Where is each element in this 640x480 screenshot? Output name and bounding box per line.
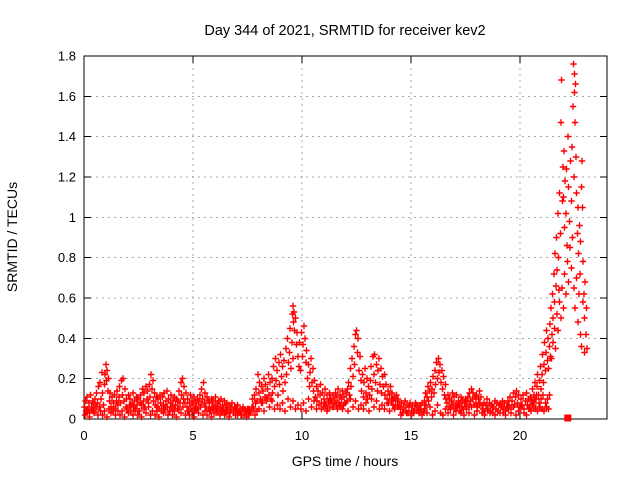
x-tick-label: 10: [295, 428, 309, 443]
y-tick-label: 1: [69, 210, 76, 225]
scatter-points-srmtid: [81, 60, 591, 421]
y-tick-label: 1.6: [58, 89, 76, 104]
y-tick-label: 0: [69, 412, 76, 427]
y-tick-label: 0.8: [58, 250, 76, 265]
y-tick-label: 1.8: [58, 49, 76, 64]
plot-border: [83, 55, 608, 420]
y-tick-label: 1.4: [58, 129, 76, 144]
x-tick-label: 0: [80, 428, 87, 443]
y-tick-label: 0.4: [58, 331, 76, 346]
y-tick-label: 0.6: [58, 291, 76, 306]
y-tick-label: 1.2: [58, 170, 76, 185]
scatter-series: [81, 60, 591, 422]
x-axis-label: GPS time / hours: [292, 453, 399, 469]
x-tick-label: 20: [513, 428, 527, 443]
flagged-point-square: [564, 414, 572, 422]
y-tick-label: 0.2: [58, 371, 76, 386]
y-axis-label: SRMTID / TECUs: [4, 182, 20, 292]
chart-title: Day 344 of 2021, SRMTID for receiver kev…: [204, 23, 485, 39]
grid-lines: [84, 56, 607, 419]
x-tick-label: 5: [189, 428, 196, 443]
tick-labels: 0 5 10 15 20 0 0.2 0.4 0.6 0.8 1 1.2 1.4 1.6 1.8: [58, 49, 527, 444]
x-tick-label: 15: [404, 428, 418, 443]
